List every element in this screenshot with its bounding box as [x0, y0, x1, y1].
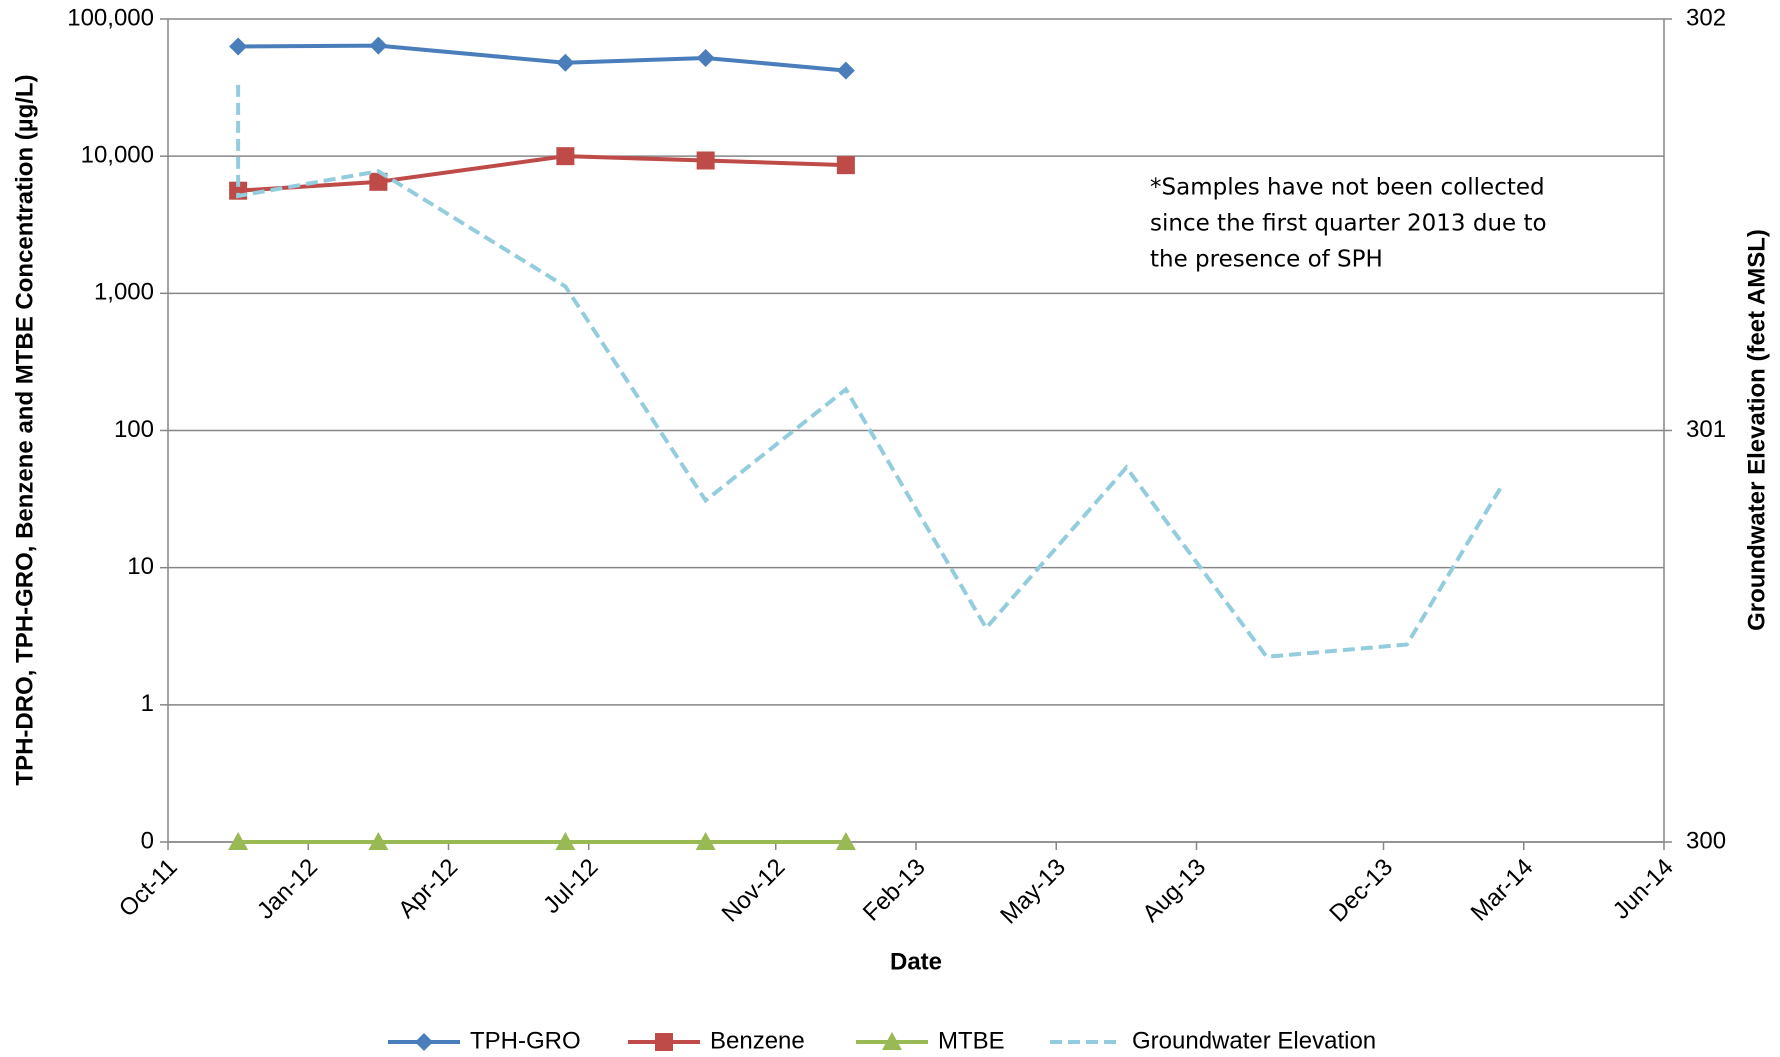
legend-label: TPH-GRO	[470, 1027, 581, 1054]
legend-label: Benzene	[710, 1027, 805, 1054]
marker	[556, 53, 575, 72]
y2-tick-label: 301	[1686, 416, 1726, 443]
marker	[696, 48, 715, 67]
y2-tick-label: 302	[1686, 4, 1726, 31]
marker	[228, 832, 249, 850]
x-tick-label: Jun-14	[1608, 854, 1679, 925]
annotation: the presence of SPH	[1150, 247, 1383, 273]
annotation: *Samples have not been collected	[1150, 175, 1545, 201]
y-tick-label: 1	[141, 690, 154, 717]
legend-marker	[415, 1033, 433, 1051]
x-tick-label: Oct-11	[114, 854, 183, 923]
x-tick-label: Jul-12	[538, 854, 603, 919]
y2-axis-title: Groundwater Elevation (feet AMSL)	[1743, 229, 1770, 631]
marker	[835, 832, 856, 850]
legend-label: Groundwater Elevation	[1132, 1027, 1376, 1054]
y-tick-label: 1,000	[94, 279, 154, 306]
x-tick-label: Aug-13	[1137, 854, 1211, 928]
marker	[229, 37, 248, 56]
x-axis-title: Date	[890, 948, 942, 975]
marker	[696, 151, 715, 170]
y-tick-label: 0	[141, 827, 154, 854]
marker	[368, 832, 389, 850]
x-tick-label: Apr-12	[393, 854, 463, 924]
marker	[556, 147, 575, 166]
x-tick-label: Jan-12	[252, 854, 323, 925]
marker	[369, 172, 388, 191]
marker	[695, 832, 716, 850]
x-tick-label: Dec-13	[1324, 854, 1398, 928]
legend-label: MTBE	[938, 1027, 1005, 1054]
x-tick-label: May-13	[995, 854, 1071, 930]
y-tick-label: 100,000	[67, 4, 154, 31]
x-tick-label: Feb-13	[858, 854, 931, 927]
series-line	[236, 84, 1503, 659]
marker	[836, 61, 855, 80]
series-line	[238, 43, 847, 73]
y-axis-title: TPH-DRO, TPH-GRO, Benzene and MTBE Conce…	[11, 74, 38, 785]
x-tick-label: Nov-12	[717, 854, 791, 928]
y-tick-label: 10,000	[81, 142, 154, 169]
x-tick-label: Mar-14	[1466, 854, 1539, 927]
legend-marker	[655, 1033, 673, 1051]
annotation: since the first quarter 2013 due to	[1150, 211, 1547, 237]
marker	[369, 36, 388, 55]
series-line	[237, 154, 846, 193]
y2-tick-label: 300	[1686, 827, 1726, 854]
legend-marker	[882, 1032, 902, 1050]
y-tick-label: 10	[127, 553, 154, 580]
marker	[836, 156, 855, 175]
marker	[555, 832, 576, 850]
y-tick-label: 100	[114, 416, 154, 443]
